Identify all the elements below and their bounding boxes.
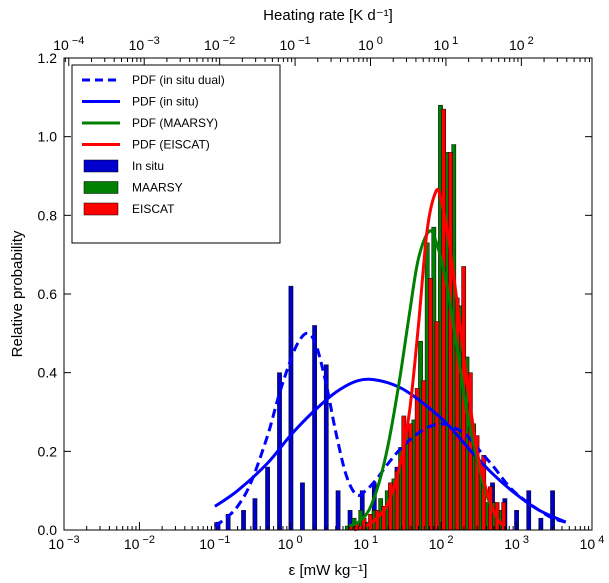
x-tick-label: 10 −2 xyxy=(124,534,155,552)
x-tick-label: 10 −3 xyxy=(48,534,79,552)
top-x-tick-label: 10 −4 xyxy=(53,35,84,53)
bar-in-situ xyxy=(300,482,305,531)
bar-in-situ xyxy=(241,510,246,531)
bar-in-situ xyxy=(288,285,294,531)
legend-label: PDF (MAARSY) xyxy=(132,116,218,130)
top-x-tick-label: 10 −1 xyxy=(279,35,310,53)
x-tick-label: 10 1 xyxy=(353,534,378,552)
y-tick-label: 0.8 xyxy=(38,207,58,223)
bar-eiscat xyxy=(441,108,447,531)
top-x-tick-label: 10 2 xyxy=(509,35,534,53)
axis-ticks: 0.0 0.2 0.4 0.6 0.8 1.0 1.2 10 −3 10 −2 10 −1 10 0… xyxy=(38,35,605,552)
legend-label: PDF (in situ) xyxy=(132,95,199,109)
x-tick-label: 10 4 xyxy=(580,534,605,552)
legend-label: In situ xyxy=(132,159,164,173)
top-x-axis-label: Heating rate [K d⁻¹] xyxy=(263,7,393,24)
y-tick-label: 1.0 xyxy=(38,129,58,145)
x-tick-label: 10 0 xyxy=(278,534,303,552)
legend-swatch xyxy=(83,181,119,194)
bar-eiscat xyxy=(448,152,453,531)
bar-in-situ xyxy=(265,466,270,531)
top-x-tick-label: 10 0 xyxy=(358,35,383,53)
pdf-curve-pdf-eiscat- xyxy=(353,187,506,532)
legend-swatch xyxy=(83,159,119,173)
y-tick-label: 0.6 xyxy=(38,286,58,302)
x-tick-label: 10 −1 xyxy=(199,534,230,552)
legend-box xyxy=(71,64,281,244)
legend-label: PDF (in situ dual) xyxy=(132,73,225,87)
bar-in-situ xyxy=(252,498,258,531)
bar-in-situ xyxy=(550,490,555,531)
top-x-tick-label: 10 1 xyxy=(434,35,459,53)
x-tick-label: 10 2 xyxy=(429,534,454,552)
y-tick-label: 1.2 xyxy=(38,50,58,66)
bar-in-situ xyxy=(335,490,341,531)
pdf-curve-pdf-in-situ- xyxy=(214,377,567,524)
legend-label: MAARSY xyxy=(132,181,183,195)
legend-swatch xyxy=(83,202,119,216)
bar-in-situ xyxy=(312,325,317,531)
pdf-curve-pdf-in-situ-dual- xyxy=(213,331,567,528)
bar-eiscat xyxy=(428,278,433,531)
legend-label: EISCAT xyxy=(132,202,175,216)
x-tick-label: 10 3 xyxy=(504,534,529,552)
bar-eiscat xyxy=(414,388,420,531)
y-tick-label: 0.0 xyxy=(38,522,58,538)
y-tick-label: 0.4 xyxy=(38,365,58,381)
x-axis-label: ε [mW kg⁻¹] xyxy=(289,562,368,579)
pdf-curves xyxy=(213,187,567,532)
top-x-tick-label: 10 −2 xyxy=(204,35,235,53)
legend-label: PDF (EISCAT) xyxy=(132,138,210,152)
top-x-tick-label: 10 −3 xyxy=(129,35,160,53)
legend: PDF (in situ dual) PDF (in situ) PDF (MAAR… xyxy=(71,64,281,244)
bar-in-situ xyxy=(526,490,532,531)
y-axis-label: Relative probability xyxy=(9,230,26,357)
y-tick-label: 0.2 xyxy=(38,443,58,459)
histogram-bars xyxy=(215,104,555,531)
